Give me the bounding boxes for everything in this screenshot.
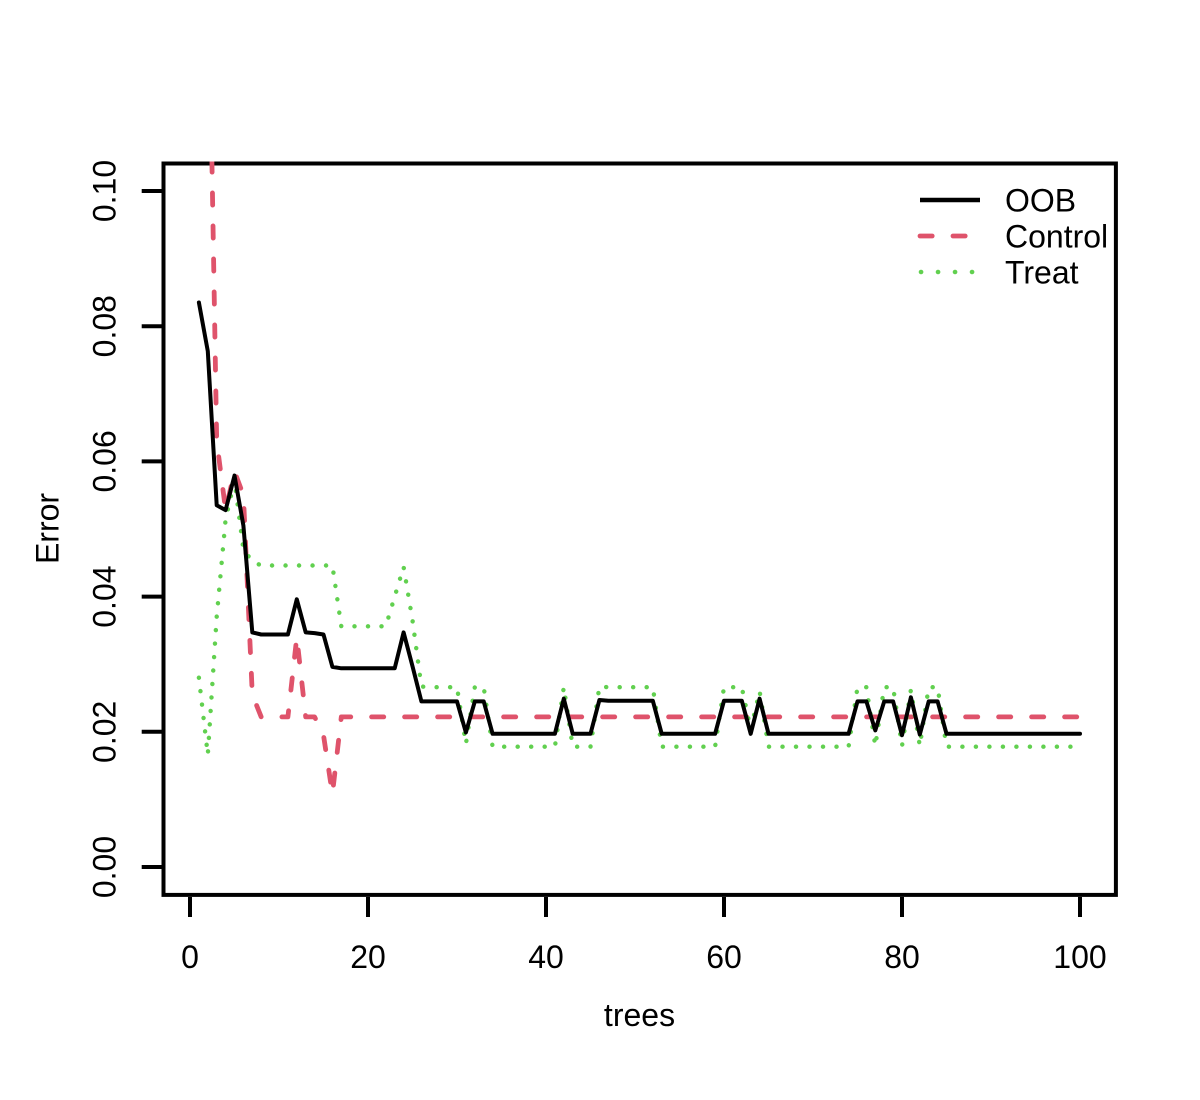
svg-text:Error: Error [30,493,66,564]
svg-text:0.04: 0.04 [87,565,123,627]
svg-text:80: 80 [884,939,920,975]
svg-text:0.00: 0.00 [87,836,123,898]
svg-text:0.10: 0.10 [87,160,123,222]
svg-text:trees: trees [604,997,675,1033]
svg-text:0.06: 0.06 [87,430,123,492]
svg-text:100: 100 [1053,939,1106,975]
svg-text:0.08: 0.08 [87,295,123,357]
svg-text:60: 60 [706,939,742,975]
svg-text:20: 20 [350,939,386,975]
svg-text:Control: Control [1005,219,1108,255]
svg-text:OOB: OOB [1005,183,1076,219]
svg-text:40: 40 [528,939,564,975]
svg-text:0.02: 0.02 [87,701,123,763]
svg-text:0: 0 [181,939,199,975]
svg-text:Treat: Treat [1005,255,1079,291]
